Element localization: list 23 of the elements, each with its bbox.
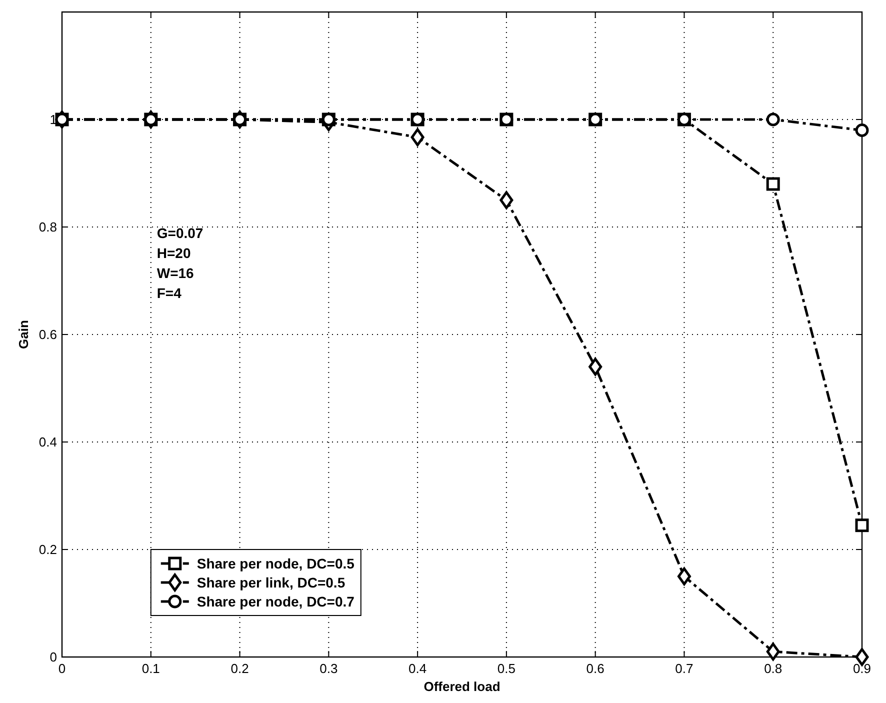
- y-tick-label: 0.2: [38, 542, 57, 558]
- annotation: H=20: [156, 244, 191, 261]
- x-tick-label: 0.1: [142, 661, 160, 676]
- x-tick-label: 0.6: [586, 661, 604, 676]
- x-tick-label: 0.8: [764, 661, 782, 676]
- x-tick-label: 0.2: [230, 661, 249, 676]
- x-tick-label: 0.4: [408, 661, 427, 676]
- x-tick-label: 0.3: [320, 661, 338, 676]
- x-axis-title: Offered load: [424, 679, 500, 694]
- y-tick-label: 0.6: [38, 327, 57, 342]
- legend-label: Share per node, DC=0.7: [196, 593, 355, 610]
- y-tick-label: 0.8: [38, 220, 57, 235]
- annotation: G=0.07: [156, 224, 204, 241]
- x-tick-label: 0.9: [852, 661, 872, 676]
- legend-label: Share per node, DC=0.5: [196, 555, 355, 572]
- annotation: F=4: [156, 284, 182, 301]
- y-axis-title: Gain: [16, 320, 31, 349]
- legend-label: Share per link, DC=0.5: [196, 574, 346, 590]
- x-tick-label: 0.5: [497, 661, 516, 676]
- x-tick-label: 0.7: [675, 661, 694, 676]
- y-tick-label: 0.4: [38, 434, 57, 450]
- y-tick-label: 0: [50, 650, 57, 665]
- annotation: W=16: [156, 264, 194, 281]
